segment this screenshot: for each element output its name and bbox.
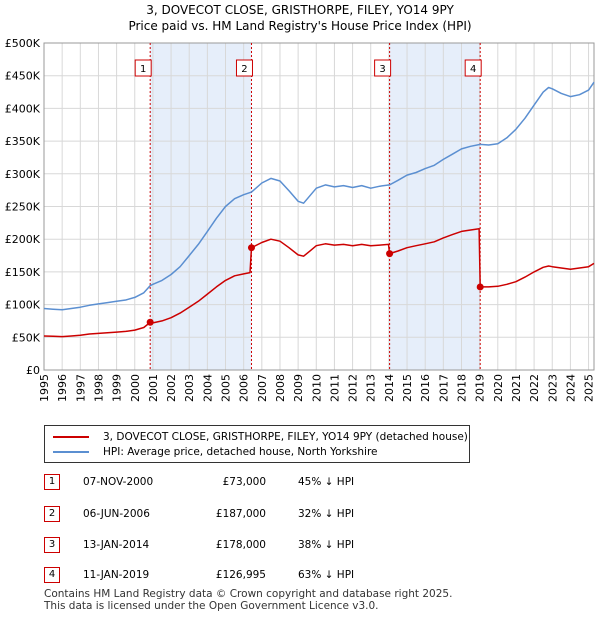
y-tick-label: £100K	[5, 299, 41, 312]
x-tick-label: 2021	[510, 374, 523, 402]
x-tick-label: 2023	[546, 374, 559, 402]
legend-label-property: 3, DOVECOT CLOSE, GRISTHORPE, FILEY, YO1…	[103, 431, 468, 443]
sale-point	[476, 283, 484, 291]
x-tick-label: 1997	[74, 374, 87, 402]
sale-date: 11-JAN-2019	[83, 569, 150, 581]
chart-title: 3, DOVECOT CLOSE, GRISTHORPE, FILEY, YO1…	[146, 3, 454, 17]
y-tick-label: £150K	[5, 266, 41, 279]
sale-marker-box	[235, 59, 253, 77]
chart-subtitle: Price paid vs. HM Land Registry's House …	[128, 19, 472, 33]
y-tick-label: £400K	[5, 102, 41, 115]
x-tick-label: 1995	[38, 374, 51, 402]
x-tick-label: 2008	[274, 374, 287, 402]
sale-hpi-diff: 32% ↓ HPI	[298, 508, 355, 520]
x-tick-label: 1998	[92, 374, 105, 402]
x-tick-label: 2005	[220, 374, 233, 402]
x-tick-label: 2012	[347, 374, 360, 402]
y-tick-label: £450K	[5, 70, 41, 83]
footer-line: Contains HM Land Registry data © Crown c…	[44, 588, 453, 600]
sale-price: £73,000	[222, 476, 266, 488]
legend: 3, DOVECOT CLOSE, GRISTHORPE, FILEY, YO1…	[44, 425, 470, 463]
sale-point	[386, 250, 394, 258]
x-tick-label: 1996	[56, 374, 69, 402]
sale-marker-label: 3	[379, 64, 385, 75]
y-tick-label: £0	[26, 364, 40, 377]
sale-price: £126,995	[215, 569, 266, 581]
series-line-property	[43, 227, 595, 338]
sale-point	[247, 244, 255, 252]
sale-number-badge: 4	[44, 567, 60, 583]
sale-number-badge: 2	[44, 506, 60, 522]
x-tick-label: 2003	[183, 374, 196, 402]
x-tick-label: 2011	[328, 374, 341, 402]
y-tick-label: £200K	[5, 233, 41, 246]
legend-item-property: 3, DOVECOT CLOSE, GRISTHORPE, FILEY, YO1…	[53, 430, 468, 444]
sale-number-badge: 1	[44, 474, 60, 490]
sale-marker-box	[134, 59, 152, 77]
x-tick-label: 2004	[201, 374, 214, 402]
plot-frame	[43, 42, 595, 371]
x-tick-label: 2006	[238, 374, 251, 402]
sale-price: £187,000	[215, 508, 266, 520]
legend-item-hpi: HPI: Average price, detached house, Nort…	[53, 445, 378, 459]
footer-line: This data is licensed under the Open Gov…	[44, 600, 379, 612]
x-tick-label: 2009	[292, 374, 305, 402]
sale-marker-box	[464, 59, 482, 77]
sale-marker-label: 2	[241, 64, 247, 75]
x-tick-label: 2016	[419, 374, 432, 402]
x-tick-label: 2024	[564, 374, 577, 402]
x-tick-label: 2022	[528, 374, 541, 402]
y-tick-label: £500K	[5, 37, 41, 50]
x-tick-label: 2010	[310, 374, 323, 402]
x-tick-label: 2025	[583, 374, 596, 402]
x-tick-label: 2007	[256, 374, 269, 402]
x-tick-label: 2000	[129, 374, 142, 402]
legend-label-hpi: HPI: Average price, detached house, Nort…	[103, 446, 378, 458]
y-tick-label: £300K	[5, 168, 41, 181]
x-tick-label: 2018	[455, 374, 468, 402]
legend-swatch-hpi	[53, 451, 89, 453]
sale-point	[146, 318, 154, 326]
sale-price: £178,000	[215, 539, 266, 551]
y-tick-label: £250K	[5, 201, 41, 214]
price-chart: £0 £50K £100K £150K £200K £250K £300K £350K £400…	[5, 37, 596, 402]
x-tick-label: 2013	[365, 374, 378, 402]
sale-date: 06-JUN-2006	[83, 508, 150, 520]
sale-date: 07-NOV-2000	[83, 476, 154, 488]
x-tick-label: 2019	[474, 374, 487, 402]
legend-swatch-property	[53, 436, 89, 438]
sale-marker-label: 1	[140, 64, 146, 75]
x-tick-label: 2001	[147, 374, 160, 402]
sale-hpi-diff: 45% ↓ HPI	[298, 476, 355, 488]
x-tick-label: 2002	[165, 374, 178, 402]
x-tick-label: 2014	[383, 374, 396, 402]
sale-hpi-diff: 38% ↓ HPI	[298, 539, 355, 551]
series-line-hpi	[43, 81, 595, 311]
x-tick-label: 2020	[492, 374, 505, 402]
sale-hpi-diff: 63% ↓ HPI	[298, 569, 355, 581]
y-tick-label: £50K	[12, 331, 41, 344]
x-tick-label: 2015	[401, 374, 414, 402]
sale-number-badge: 3	[44, 537, 60, 553]
x-tick-label: 1999	[111, 374, 124, 402]
sale-marker-label: 4	[470, 64, 476, 75]
x-tick-label: 2017	[437, 374, 450, 402]
sale-date: 13-JAN-2014	[83, 539, 150, 551]
sale-marker-box	[374, 59, 392, 77]
footer-attribution: Contains HM Land Registry data © Crown c…	[44, 588, 452, 612]
y-tick-label: £350K	[5, 135, 41, 148]
